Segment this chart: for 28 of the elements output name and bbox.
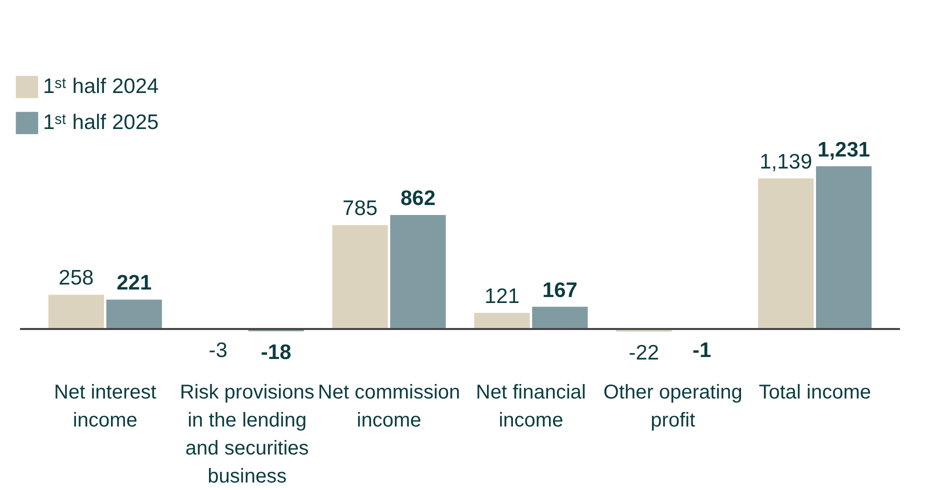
data-label: 167 [542, 278, 578, 302]
bar [390, 214, 446, 329]
x-tick-label: Other operating profit [603, 382, 742, 432]
data-label: -1 [692, 338, 712, 362]
x-tick-label: Net commission income [318, 382, 460, 432]
x-tick-label: Net financial income [476, 382, 586, 432]
data-label: -18 [260, 341, 292, 364]
legend-label: 1ˢᵗ half 2024 [43, 75, 159, 98]
bar [758, 178, 814, 329]
bar [106, 300, 162, 329]
data-label: -22 [628, 342, 660, 365]
legend-label: 1ˢᵗ half 2025 [43, 111, 159, 134]
x-tick-label: Net interest income [54, 382, 157, 432]
bar [48, 294, 104, 329]
bar [532, 306, 588, 329]
data-label: 1,139 [760, 150, 812, 174]
data-label: -3 [208, 339, 228, 362]
data-label: 258 [58, 266, 94, 290]
data-label: 221 [116, 272, 152, 295]
bar [474, 312, 530, 329]
data-label: 785 [342, 197, 378, 220]
data-label: 121 [484, 284, 520, 308]
bar [816, 166, 872, 329]
data-label: 862 [400, 186, 436, 210]
bar [332, 225, 388, 329]
x-tick-label: Total income [758, 382, 871, 404]
x-tick-label: Risk provisions in the lending and securities business [180, 382, 314, 488]
data-label: 1,231 [818, 138, 870, 162]
